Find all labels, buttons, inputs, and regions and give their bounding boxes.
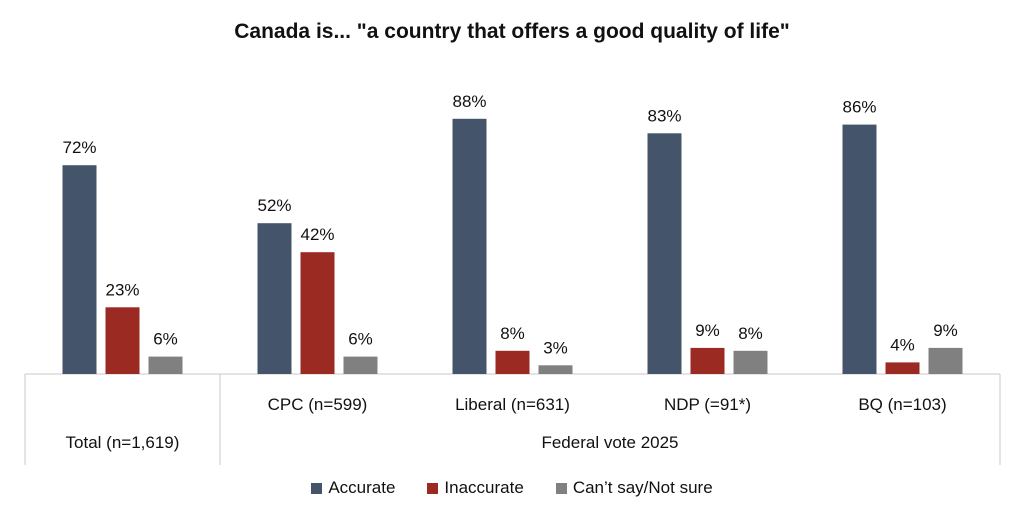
bar-accurate-0 [62, 165, 97, 374]
data-label-accurate-4: 86% [842, 98, 876, 117]
data-label-accurate-3: 83% [647, 106, 681, 125]
bars-layer [62, 118, 963, 374]
bar-can-t-say-not-sure-3 [733, 350, 768, 374]
category-label-1: CPC (n=599) [268, 395, 368, 414]
data-label-inaccurate-2: 8% [500, 324, 525, 343]
data-label-accurate-1: 52% [257, 196, 291, 215]
bar-inaccurate-2 [495, 350, 530, 374]
category-label-4: BQ (n=103) [858, 395, 946, 414]
data-label-can-t-say-not-sure-1: 6% [348, 330, 373, 349]
bar-can-t-say-not-sure-0 [148, 356, 183, 374]
bar-inaccurate-4 [885, 362, 920, 374]
labels-layer: 72% 23% 6% Total (n=1,619) 52% 42% 6% CPC (n=59… [62, 92, 957, 452]
legend: Accurate Inaccurate Can’t say/Not sure [0, 478, 1024, 498]
category-label-0: Total (n=1,619) [66, 433, 180, 452]
bar-inaccurate-1 [300, 252, 335, 374]
legend-label-accurate: Accurate [328, 478, 396, 497]
legend-item-inaccurate: Inaccurate [427, 478, 524, 498]
group-label-federal-vote: Federal vote 2025 [541, 433, 678, 452]
data-label-inaccurate-0: 23% [105, 280, 139, 299]
data-label-can-t-say-not-sure-3: 8% [738, 324, 763, 343]
chart-title: Canada is... "a country that offers a go… [234, 20, 790, 43]
data-label-inaccurate-3: 9% [695, 321, 720, 340]
legend-item-not-sure: Can’t say/Not sure [555, 478, 713, 498]
bar-can-t-say-not-sure-1 [343, 356, 378, 374]
data-label-can-t-say-not-sure-2: 3% [543, 338, 568, 357]
legend-label-not-sure: Can’t say/Not sure [572, 478, 713, 497]
bar-inaccurate-0 [105, 307, 140, 374]
bar-accurate-4 [842, 124, 877, 374]
legend-swatch-inaccurate [427, 482, 439, 494]
data-label-inaccurate-1: 42% [300, 225, 334, 244]
category-label-3: NDP (=91*) [664, 395, 751, 414]
data-label-accurate-0: 72% [62, 138, 96, 157]
data-label-inaccurate-4: 4% [890, 335, 915, 354]
legend-swatch-not-sure [555, 482, 567, 494]
data-label-accurate-2: 88% [452, 92, 486, 111]
bar-accurate-2 [452, 118, 487, 374]
legend-label-inaccurate: Inaccurate [444, 478, 524, 497]
category-label-2: Liberal (n=631) [455, 395, 570, 414]
data-label-can-t-say-not-sure-4: 9% [933, 321, 958, 340]
bar-can-t-say-not-sure-2 [538, 365, 573, 374]
bar-accurate-1 [257, 223, 292, 374]
bar-accurate-3 [647, 133, 682, 374]
data-label-can-t-say-not-sure-0: 6% [153, 330, 178, 349]
legend-item-accurate: Accurate [311, 478, 395, 498]
bar-inaccurate-3 [690, 347, 725, 374]
legend-swatch-accurate [311, 482, 323, 494]
bar-can-t-say-not-sure-4 [928, 347, 963, 374]
